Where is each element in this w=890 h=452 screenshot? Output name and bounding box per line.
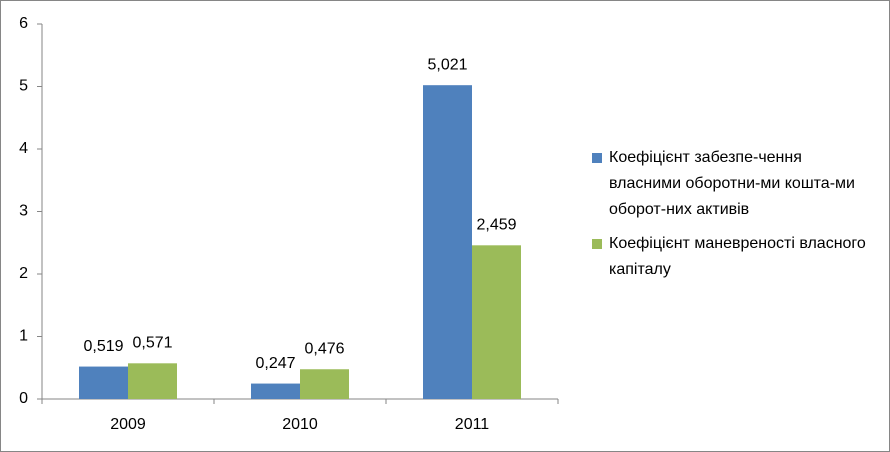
bar (251, 383, 300, 399)
bar (79, 366, 128, 399)
legend-label: Коефіцієнт забезпе-чення власними оборот… (609, 149, 855, 218)
bar (128, 363, 177, 399)
value-label: 0,476 (304, 340, 344, 357)
value-label: 0,247 (255, 355, 295, 372)
y-tick-label: 5 (19, 78, 28, 95)
legend-swatch (592, 239, 602, 249)
legend-item: Коефіцієнт маневреності власного капітал… (592, 231, 877, 283)
y-tick-label: 1 (19, 328, 28, 345)
x-tick-label: 2010 (282, 416, 318, 433)
bar (472, 245, 521, 399)
y-tick-label: 4 (19, 140, 28, 157)
value-label: 5,021 (427, 56, 467, 73)
y-tick-label: 3 (19, 203, 28, 220)
y-tick-label: 6 (19, 15, 28, 32)
legend-item: Коефіцієнт забезпе-чення власними оборот… (592, 145, 877, 223)
y-tick-label: 2 (19, 265, 28, 282)
x-tick-label: 2011 (455, 416, 490, 433)
bar (423, 85, 472, 399)
bar (300, 369, 349, 399)
legend: Коефіцієнт забезпе-чення власними оборот… (592, 145, 877, 291)
legend-label: Коефіцієнт маневреності власного капітал… (609, 235, 866, 278)
value-label: 2,459 (476, 217, 516, 234)
value-label: 0,571 (132, 335, 172, 352)
value-label: 0,519 (83, 338, 123, 355)
legend-swatch (592, 153, 602, 163)
x-tick-label: 2009 (110, 416, 146, 433)
y-tick-label: 0 (19, 390, 28, 407)
